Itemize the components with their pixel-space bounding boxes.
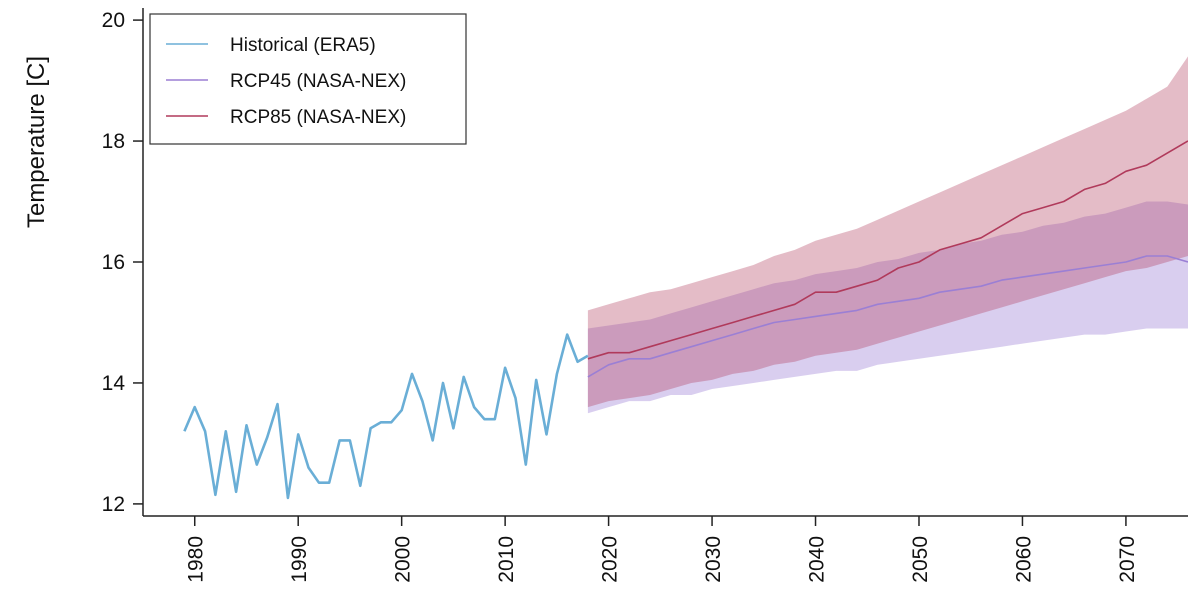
legend-label: RCP45 (NASA-NEX)	[230, 71, 406, 92]
line-historical	[183, 333, 589, 500]
legend: Historical (ERA5) RCP45 (NASA-NEX) RCP85 (…	[149, 13, 467, 145]
x-tick-label: 2040	[806, 536, 829, 583]
uncertainty-bands	[587, 56, 1188, 414]
line-rcp85	[587, 140, 1188, 360]
y-tick-label: 14	[102, 372, 126, 395]
x-tick-label: 2060	[1012, 536, 1035, 583]
legend-box	[149, 13, 467, 145]
x-tick-label: 2030	[702, 536, 725, 583]
x-tick-label: 1990	[288, 536, 311, 583]
y-axis-label: Temperature [C]	[23, 56, 50, 228]
axes	[133, 8, 1188, 526]
band-rcp45	[587, 201, 1188, 414]
y-tick-label: 18	[102, 130, 125, 153]
x-tick-label: 2010	[495, 536, 518, 583]
band-rcp85	[587, 56, 1188, 408]
legend-label: Historical (ERA5)	[230, 35, 376, 56]
x-tick-label: 2050	[909, 536, 932, 583]
series-lines	[183, 140, 1188, 500]
legend-label: RCP85 (NASA-NEX)	[230, 107, 406, 128]
x-tick-label: 2020	[599, 536, 622, 583]
y-tick-label: 20	[102, 9, 125, 32]
x-tick-label: 1980	[185, 536, 208, 583]
y-tick-label: 12	[102, 493, 125, 516]
x-tick-label: 2070	[1116, 536, 1139, 583]
y-tick-label: 16	[102, 251, 125, 274]
x-tick-label: 2000	[392, 536, 415, 583]
line-rcp45	[587, 255, 1188, 378]
tick-labels: 12 14 16 18 20 1980 1990 2000 2010 2020 2030 2040 20…	[102, 9, 1139, 583]
